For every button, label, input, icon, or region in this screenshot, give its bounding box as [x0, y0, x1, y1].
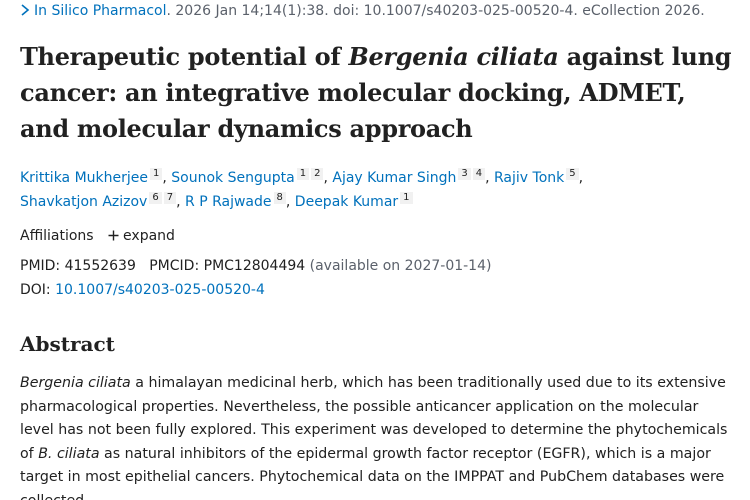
- citation-details: . 2026 Jan 14;14(1):38. doi: 10.1007/s40…: [166, 3, 705, 19]
- separator: ,: [176, 194, 181, 210]
- chevron-icon: [21, 4, 30, 16]
- author-name[interactable]: R P Rajwade: [185, 194, 272, 210]
- affiliation-ref[interactable]: 7: [163, 192, 177, 204]
- italic-text: B. ciliata: [38, 445, 100, 462]
- italic-text: Bergenia ciliata: [348, 42, 559, 71]
- doi-row: DOI: 10.1007/s40203-025-00520-4: [20, 278, 491, 302]
- pmcid-label: PMCID:: [149, 258, 200, 274]
- pmc-note: (available on 2027-01-14): [309, 258, 492, 274]
- article-title: Therapeutic potential of Bergenia ciliat…: [20, 39, 740, 147]
- abstract-text: Bergenia ciliata a himalayan medicinal h…: [20, 372, 736, 500]
- doi-label: DOI:: [20, 282, 51, 298]
- italic-text: Bergenia ciliata: [20, 375, 131, 391]
- author-name[interactable]: Deepak Kumar: [294, 194, 399, 210]
- author-list: Krittika Mukherjee 1, Sounok Sengupta 1 2, …: [20, 166, 620, 214]
- text-run: Therapeutic potential of: [20, 42, 349, 71]
- doi-link[interactable]: 10.1007/s40203-025-00520-4: [55, 282, 265, 298]
- affiliation-ref[interactable]: 1: [150, 168, 163, 180]
- separator: ,: [285, 194, 291, 210]
- affiliation-ref[interactable]: 1: [400, 192, 413, 204]
- affiliation-ref[interactable]: 8: [273, 192, 286, 204]
- author: R P Rajwade 8,: [185, 192, 291, 210]
- separator: ,: [323, 170, 328, 186]
- affiliation-ref[interactable]: 3: [458, 168, 471, 180]
- author: Ajay Kumar Singh 3 4,: [332, 168, 490, 186]
- separator: ,: [485, 170, 490, 186]
- author: Krittika Mukherjee 1,: [20, 168, 167, 186]
- pmid-label: PMID:: [20, 258, 61, 274]
- affiliation-ref[interactable]: 6: [149, 192, 162, 204]
- pmcid: PMC12804494: [203, 258, 306, 274]
- pmid: 41552639: [64, 258, 136, 274]
- author: Rajiv Tonk 5,: [494, 168, 584, 186]
- separator: ,: [578, 170, 584, 186]
- author: Shavkatjon Azizov 6 7,: [20, 192, 181, 210]
- separator: ,: [162, 170, 167, 186]
- author-name[interactable]: Ajay Kumar Singh: [332, 170, 457, 186]
- author-name[interactable]: Krittika Mukherjee: [20, 170, 149, 186]
- author: Deepak Kumar 1: [294, 192, 413, 210]
- author-name[interactable]: Shavkatjon Azizov: [20, 194, 148, 210]
- affiliation-ref[interactable]: 1: [296, 168, 310, 180]
- identifiers: PMID: 41552639 PMCID: PMC12804494 (avail…: [20, 254, 491, 302]
- text-run: as natural inhibitors of the epidermal g…: [20, 445, 725, 500]
- plus-icon: [108, 230, 119, 241]
- affiliation-ref[interactable]: 2: [311, 168, 324, 180]
- affiliations-label: Affiliations: [20, 228, 94, 244]
- journal-link[interactable]: In Silico Pharmacol: [34, 3, 167, 19]
- citation: In Silico Pharmacol. 2026 Jan 14;14(1):3…: [20, 3, 705, 19]
- text-run: a himalayan medicinal herb, which has be…: [20, 375, 728, 462]
- author-name[interactable]: Rajiv Tonk: [494, 170, 565, 186]
- author: Sounok Sengupta 1 2,: [171, 168, 328, 186]
- text-run: against lung cancer: an integrative mole…: [20, 42, 732, 143]
- author-name[interactable]: Sounok Sengupta: [171, 170, 295, 186]
- expand-label: expand: [123, 228, 175, 244]
- affiliation-ref[interactable]: 4: [472, 168, 486, 180]
- id-row: PMID: 41552639 PMCID: PMC12804494 (avail…: [20, 254, 491, 278]
- abstract-heading: Abstract: [20, 332, 115, 356]
- expand-toggle[interactable]: expand: [108, 228, 175, 244]
- affiliations: Affiliations expand: [20, 228, 175, 244]
- affiliation-ref[interactable]: 5: [566, 168, 579, 180]
